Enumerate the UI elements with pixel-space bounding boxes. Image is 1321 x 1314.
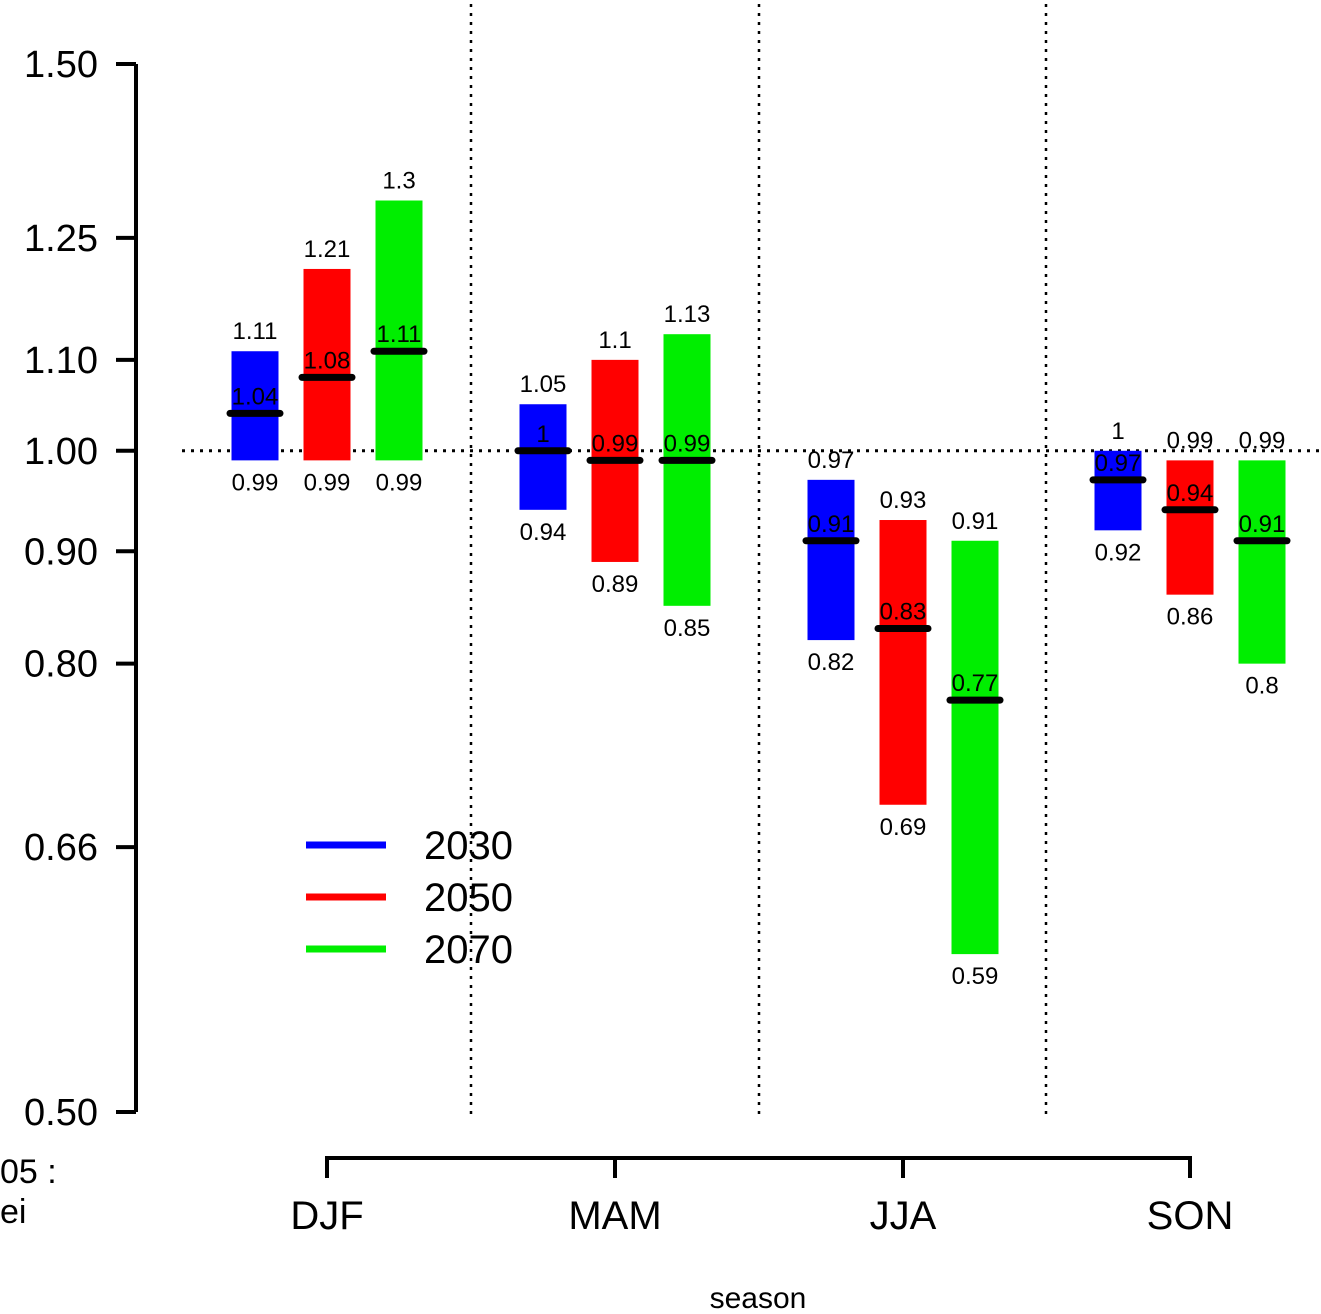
mid-label-2050-mam: 0.99	[592, 430, 639, 457]
low-label-2030-djf: 0.99	[232, 469, 279, 496]
mid-label-2070-jja: 0.77	[952, 670, 999, 697]
y-tick-label-5: 1.00	[24, 431, 98, 473]
y-tick-label-7: 1.25	[24, 218, 98, 260]
y-tick-label-3: 0.80	[24, 644, 98, 686]
y-tick-label-6: 1.10	[24, 340, 98, 382]
range-bar-2070-djf	[375, 200, 423, 461]
high-label-2070-djf: 1.3	[382, 168, 415, 195]
high-label-2070-jja: 0.91	[952, 508, 999, 535]
median-markers	[226, 347, 1291, 704]
low-label-2050-jja: 0.69	[880, 814, 927, 841]
mid-label-2050-jja: 0.83	[880, 599, 927, 626]
high-label-2050-mam: 1.1	[598, 327, 631, 354]
legend-label-2030: 2030	[424, 824, 513, 868]
y-tick-label-2: 0.66	[24, 827, 98, 869]
mid-label-2070-djf: 1.11	[377, 321, 422, 348]
high-label-2030-jja: 0.97	[808, 447, 855, 474]
range-bar-2070-son	[1238, 460, 1286, 664]
range-bar-2050-son	[1166, 460, 1214, 595]
x-tick-label-jja: JJA	[870, 1194, 937, 1238]
low-label-2050-mam: 0.89	[592, 571, 639, 598]
high-label-2030-mam: 1.05	[520, 371, 567, 398]
low-label-2070-mam: 0.85	[664, 615, 711, 642]
range-bar-2030-djf	[231, 351, 279, 461]
range-bar-2070-jja	[951, 540, 999, 955]
y-axis: 0.50 0.66 0.80 0.90 1.00 1.10 1.25 1.50	[24, 44, 138, 1134]
x-tick-label-mam: MAM	[568, 1194, 661, 1238]
mid-label-2030-son: 0.97	[1095, 450, 1142, 477]
high-label-2070-mam: 1.13	[664, 301, 711, 328]
low-label-2050-djf: 0.99	[304, 469, 351, 496]
high-label-2050-jja: 0.93	[880, 487, 927, 514]
low-label-2030-son: 0.92	[1095, 539, 1142, 566]
range-bar-2050-djf	[303, 268, 351, 461]
low-label-2070-djf: 0.99	[376, 469, 423, 496]
legend: 2030 2050 2070	[306, 824, 513, 972]
mid-label-2050-son: 0.94	[1167, 480, 1214, 507]
high-label-2050-djf: 1.21	[304, 236, 351, 263]
mid-label-2070-son: 0.91	[1239, 511, 1286, 538]
legend-label-2050: 2050	[424, 876, 513, 920]
low-label-2070-jja: 0.59	[952, 963, 999, 990]
high-label-2070-son: 0.99	[1239, 427, 1286, 454]
y-tick-label-1: 0.50	[24, 1092, 98, 1134]
x-axis-title: season	[710, 1282, 807, 1314]
low-label-2050-son: 0.86	[1167, 604, 1214, 631]
high-label-2050-son: 0.99	[1167, 427, 1214, 454]
mid-label-2050-djf: 1.08	[304, 347, 351, 374]
mid-label-2030-jja: 0.91	[808, 511, 855, 538]
low-label-2030-jja: 0.82	[808, 649, 855, 676]
range-bar-2030-mam	[519, 404, 567, 510]
low-label-2070-son: 0.8	[1245, 673, 1278, 700]
value-labels: 1.111.040.991.211.080.991.31.110.991.051…	[232, 168, 1286, 991]
mid-label-2030-mam: 1	[536, 421, 549, 448]
x-tick-label-son: SON	[1147, 1194, 1234, 1238]
reference-lines	[182, 4, 1321, 1114]
mid-label-2070-mam: 0.99	[664, 430, 711, 457]
range-bar-2030-jja	[807, 479, 855, 641]
high-label-2030-djf: 1.11	[233, 318, 278, 345]
y-tick-label-8: 1.50	[24, 44, 98, 86]
y-tick-label-4: 0.90	[24, 531, 98, 573]
x-tick-label-djf: DJF	[290, 1194, 363, 1238]
legend-label-2070: 2070	[424, 928, 513, 972]
range-bar-2030-son	[1094, 450, 1142, 531]
corner-text-line1: 05 :	[0, 1153, 57, 1191]
high-label-2030-son: 1	[1111, 418, 1124, 445]
corner-text-line2: ei	[0, 1193, 26, 1231]
mid-label-2030-djf: 1.04	[232, 383, 279, 410]
low-label-2030-mam: 0.94	[520, 519, 567, 546]
range-bar-2050-jja	[879, 520, 927, 805]
range-bars	[231, 200, 1286, 955]
range-bar-2070-mam	[663, 334, 711, 606]
x-axis: DJF MAM JJA SON	[290, 1156, 1233, 1238]
